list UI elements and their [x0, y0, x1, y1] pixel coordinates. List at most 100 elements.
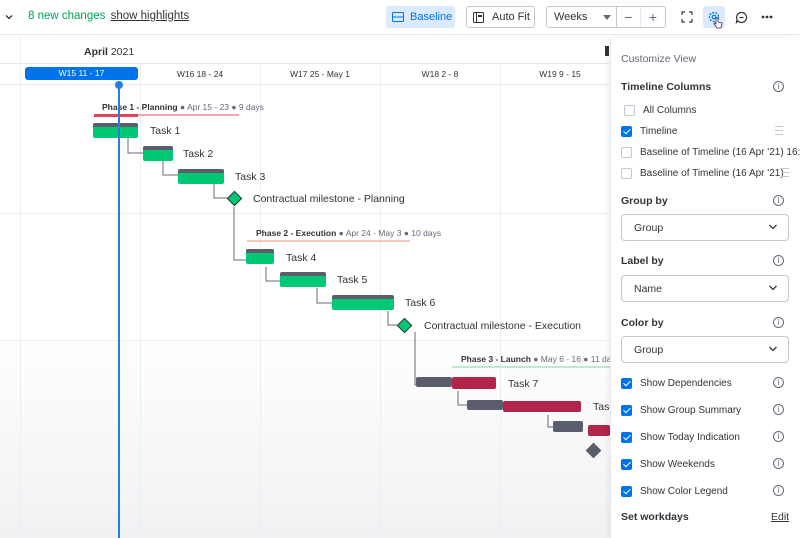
toggle-show-weekends[interactable]: Show Weekends	[621, 457, 715, 471]
fullscreen-button[interactable]	[676, 6, 698, 28]
show-highlights-link[interactable]: show highlights	[110, 10, 190, 22]
info-icon[interactable]: i	[773, 255, 784, 266]
toggle-show-color-legend[interactable]: Show Color Legend	[621, 484, 728, 498]
info-icon[interactable]: i	[773, 404, 784, 415]
checkbox[interactable]	[621, 485, 632, 497]
checkbox[interactable]	[621, 404, 632, 416]
toggle-label: Show Today Indication	[640, 431, 740, 443]
task-label: Task 5	[337, 274, 368, 286]
phase-progress-line	[94, 114, 138, 117]
zoom-in-button[interactable]: +	[648, 9, 658, 25]
info-icon[interactable]: i	[773, 458, 784, 469]
task-label: Task 7	[508, 378, 539, 390]
group-summary-label: Phase 2 - Execution ● Apr 24 - May 3 ● 1…	[256, 228, 441, 238]
zoom-level-value: Weeks	[554, 11, 588, 23]
group-summary-label: Phase 3 - Launch ● May 6 - 16 ● 11 da	[461, 354, 610, 364]
auto-fit-button[interactable]: Auto Fit	[466, 6, 535, 28]
task-bar[interactable]	[143, 146, 173, 161]
gantt-chart: April 2021 W15 11 - 17 W16 18 - 24 W17 2…	[0, 35, 610, 538]
phase-summary-line	[247, 240, 410, 242]
week-label-current[interactable]: W15 11 - 17	[25, 67, 138, 80]
task-label: Task 1	[150, 125, 181, 137]
panel-title: Customize View	[621, 53, 697, 65]
chevron-down-icon	[769, 285, 777, 291]
group-divider	[0, 340, 610, 341]
drag-handle-icon[interactable]	[781, 168, 789, 177]
task-bar[interactable]	[280, 272, 326, 287]
task-bar[interactable]	[588, 425, 610, 436]
group-by-title: Group by	[621, 195, 668, 207]
settings-button[interactable]	[703, 6, 725, 29]
edit-workdays-link[interactable]: Edit	[771, 511, 790, 523]
grid-line	[260, 63, 261, 538]
zoom-level-select[interactable]: Weeks	[547, 7, 617, 27]
info-icon[interactable]: i	[773, 317, 784, 328]
column-option-label: Baseline of Timeline (16 Apr '21)	[640, 167, 784, 179]
checkbox[interactable]	[621, 167, 632, 179]
baseline-bar	[467, 400, 503, 410]
gantt-background	[0, 335, 610, 538]
task-bar[interactable]	[178, 169, 224, 184]
toggle-show-dependencies[interactable]: Show Dependencies	[621, 376, 732, 390]
task-bar[interactable]	[332, 295, 394, 310]
week-label: W19 9 - 15	[539, 69, 581, 79]
auto-fit-icon	[473, 11, 484, 23]
info-icon[interactable]: i	[773, 377, 784, 388]
dependency-arrows	[127, 137, 553, 428]
drag-handle-icon[interactable]	[775, 126, 783, 135]
zoom-out-button[interactable]: −	[617, 7, 641, 27]
info-icon[interactable]: i	[773, 195, 784, 206]
color-by-title: Color by	[621, 317, 664, 329]
column-option-all[interactable]: All Columns	[624, 103, 696, 117]
toggle-show-today-indication[interactable]: Show Today Indication	[621, 430, 740, 444]
column-option-baseline-2[interactable]: Baseline of Timeline (16 Apr '21)	[621, 166, 784, 180]
info-icon[interactable]: i	[773, 485, 784, 496]
label-by-dropdown[interactable]: Name	[621, 275, 789, 302]
month-header: April 2021	[84, 46, 134, 58]
task-bar[interactable]	[503, 401, 581, 412]
group-by-dropdown[interactable]: Group	[621, 214, 789, 241]
customize-view-panel: Customize View Timeline Columns i All Co…	[610, 38, 800, 538]
column-option-label: Timeline	[640, 125, 678, 137]
updates-button[interactable]	[730, 6, 752, 28]
next-month-marker	[605, 46, 609, 56]
month-name: April	[84, 46, 108, 58]
more-options-button[interactable]	[756, 6, 778, 28]
changes-indicator: 8 new changes show highlights	[28, 10, 189, 22]
chevron-down-icon[interactable]	[2, 10, 16, 24]
task-bar[interactable]	[246, 249, 274, 264]
info-icon[interactable]: i	[773, 431, 784, 442]
phase-meta: ● May 6 - 16 ● 11 da	[530, 354, 610, 364]
group-by-value: Group	[634, 221, 664, 234]
checkbox[interactable]	[621, 125, 632, 137]
auto-fit-label: Auto Fit	[492, 11, 530, 23]
group-divider	[0, 213, 610, 214]
milestone-label: Contractual milestone - Execution	[424, 320, 581, 332]
phase-name: Phase 3 - Launch	[461, 354, 531, 364]
phase-meta: ● Apr 24 - May 3 ● 10 days	[336, 228, 442, 238]
checkbox[interactable]	[621, 458, 632, 470]
column-option-timeline[interactable]: Timeline	[621, 124, 677, 138]
checkbox[interactable]	[624, 104, 635, 116]
grid-line	[140, 63, 141, 538]
column-option-label: All Columns	[643, 104, 697, 116]
column-option-baseline-1[interactable]: Baseline of Timeline (16 Apr '21) 16:	[621, 145, 800, 159]
toggle-show-group-summary[interactable]: Show Group Summary	[621, 403, 741, 417]
phase-summary-line	[94, 114, 239, 116]
baseline-button[interactable]: Baseline	[386, 6, 455, 28]
month-year: 2021	[110, 46, 135, 58]
task-label: Task 4	[286, 252, 317, 264]
info-icon[interactable]: i	[773, 81, 784, 92]
task-bar[interactable]	[93, 123, 138, 138]
grid-line	[500, 63, 501, 538]
task-label: Task 2	[183, 148, 214, 160]
checkbox[interactable]	[621, 431, 632, 443]
task-bar[interactable]	[452, 377, 496, 389]
checkbox[interactable]	[621, 146, 632, 158]
group-summary-label: Phase 1 - Planning ● Apr 15 - 23 ● 9 day…	[102, 102, 264, 112]
checkbox[interactable]	[621, 377, 632, 389]
timeline-columns-title: Timeline Columns	[621, 81, 712, 93]
toggle-label: Show Group Summary	[640, 404, 742, 416]
color-by-dropdown[interactable]: Group	[621, 336, 789, 363]
baseline-icon	[392, 12, 404, 22]
